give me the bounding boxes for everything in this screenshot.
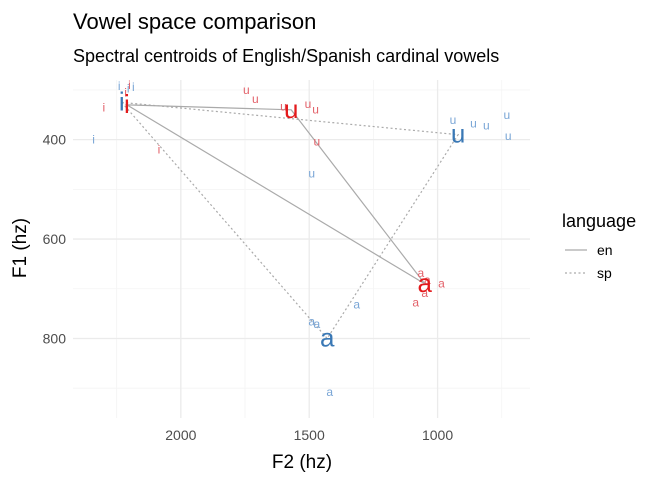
token-en-i: i <box>102 100 105 114</box>
token-en-a: a <box>421 286 428 300</box>
x-tick-label: 2000 <box>165 427 196 443</box>
token-en-u: u <box>243 83 250 97</box>
legend-title: language <box>562 211 636 231</box>
token-en-a: a <box>418 266 425 280</box>
token-sp-i: i <box>127 81 130 95</box>
token-sp-u: u <box>504 108 511 122</box>
vowel-triangles <box>120 101 460 340</box>
centroid-points: i u a i u a <box>119 86 465 352</box>
token-sp-i: i <box>132 80 135 94</box>
x-tick-label: 1500 <box>294 427 325 443</box>
centroid-sp-i: i <box>119 86 125 116</box>
centroid-en-u: u <box>284 94 298 124</box>
token-en-u: u <box>280 99 287 113</box>
token-en-i: i <box>128 78 131 92</box>
token-sp-a: a <box>314 317 321 331</box>
axis-ticks: 2000 1500 1000 400 600 800 <box>43 132 454 443</box>
y-tick-label: 600 <box>43 231 67 247</box>
legend: language en sp <box>562 211 636 281</box>
token-sp-a: a <box>353 298 360 312</box>
y-tick-label: 400 <box>43 132 67 148</box>
y-tick-label: 800 <box>43 330 67 346</box>
token-en-a: a <box>424 273 431 287</box>
centroid-en-a: a <box>418 268 433 298</box>
token-sp-u: u <box>483 119 490 133</box>
chart-subtitle: Spectral centroids of English/Spanish ca… <box>73 46 499 66</box>
x-tick-label: 1000 <box>422 427 453 443</box>
token-en-u: u <box>314 135 321 149</box>
centroid-sp-u: u <box>451 119 465 149</box>
chart-title: Vowel space comparison <box>73 9 316 34</box>
token-en-u: u <box>305 97 312 111</box>
token-sp-u: u <box>308 166 315 180</box>
legend-label-en: en <box>597 242 613 258</box>
token-en-a: a <box>412 296 419 310</box>
token-en-i: i <box>124 85 127 99</box>
token-sp-i: i <box>118 79 121 93</box>
token-sp-u: u <box>470 117 477 131</box>
token-en-u: u <box>312 102 319 116</box>
x-axis-title: F2 (hz) <box>272 452 332 473</box>
token-sp-u: u <box>505 129 512 143</box>
token-en-u: u <box>252 92 259 106</box>
y-axis-title: F1 (hz) <box>10 218 31 278</box>
legend-label-sp: sp <box>597 265 612 281</box>
token-sp-a: a <box>308 315 315 329</box>
token-sp-u: u <box>450 113 457 127</box>
grid <box>73 80 530 418</box>
centroid-sp-a: a <box>320 322 335 352</box>
token-sp-a: a <box>326 385 333 399</box>
triangle-sp <box>120 101 460 340</box>
token-en-a: a <box>438 276 445 290</box>
token-en-i: i <box>158 143 161 157</box>
triangle-en <box>124 104 426 285</box>
centroid-en-i: i <box>124 89 130 119</box>
token-sp-i: i <box>92 133 95 147</box>
